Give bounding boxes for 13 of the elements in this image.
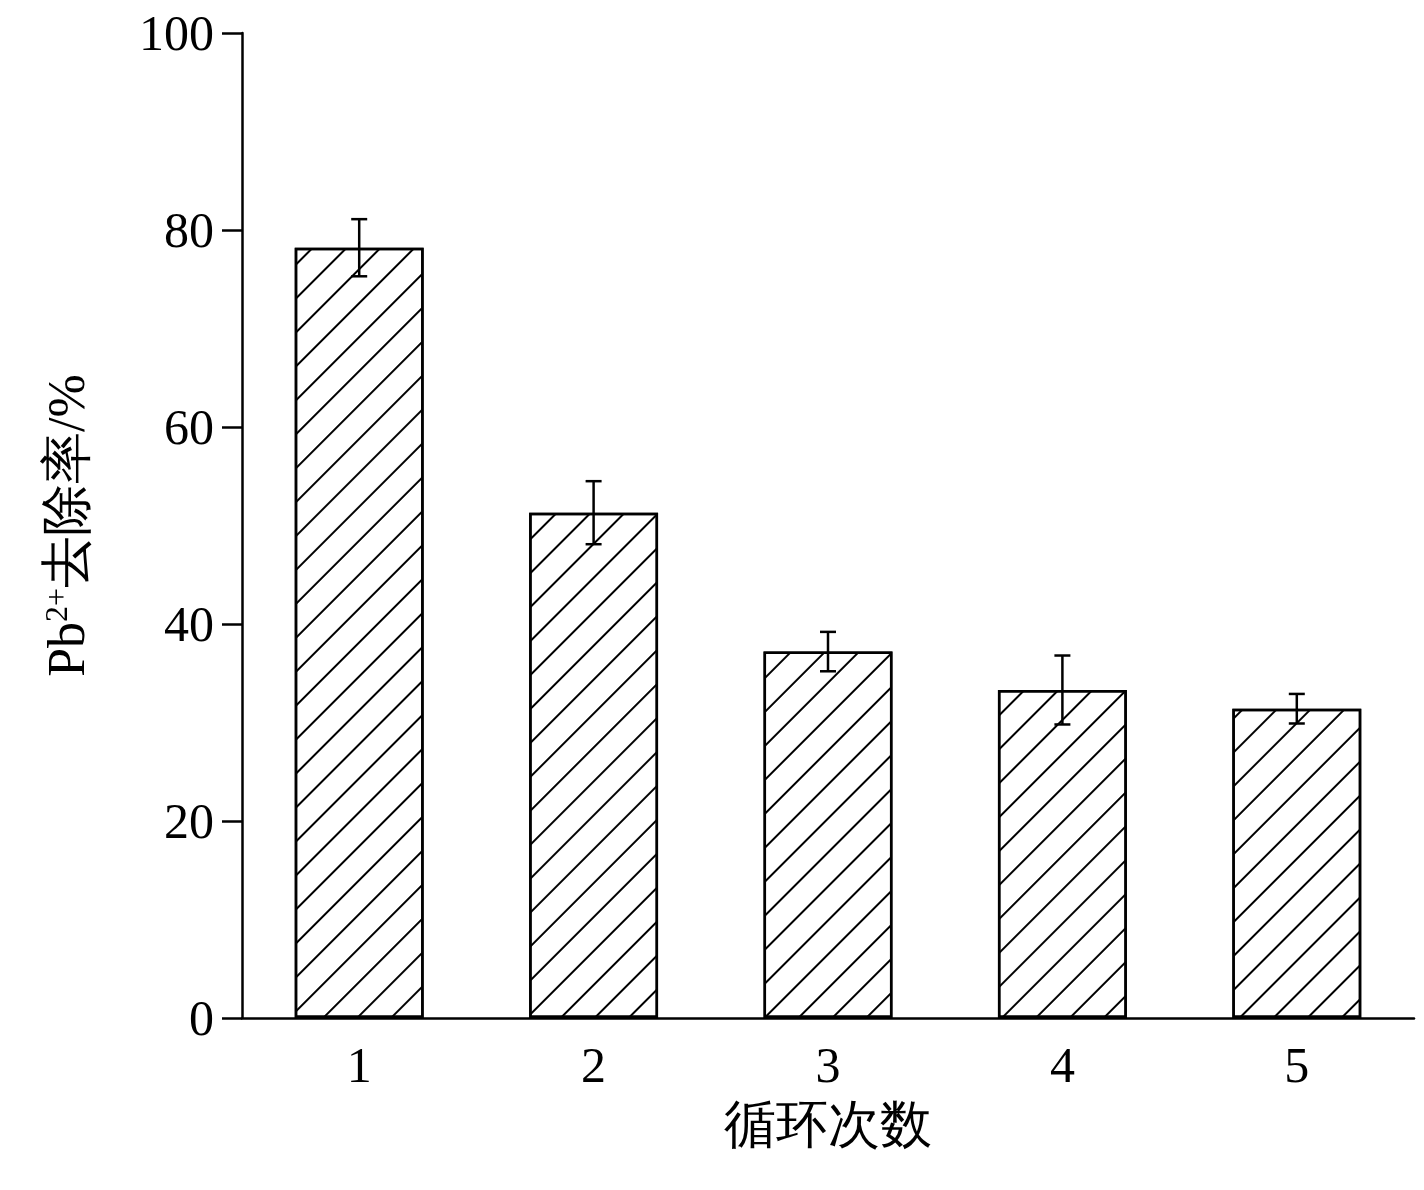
y-tick-label: 40 <box>164 596 214 652</box>
y-tick-label: 20 <box>164 793 214 849</box>
y-tick-label: 0 <box>189 990 214 1046</box>
x-tick-label: 2 <box>581 1037 607 1093</box>
x-tick-label: 5 <box>1284 1037 1310 1093</box>
x-tick-label: 4 <box>1049 1037 1075 1093</box>
y-tick-label: 80 <box>164 202 214 258</box>
y-tick-label: 100 <box>139 5 214 61</box>
x-axis-title: 循环次数 <box>724 1095 932 1153</box>
x-tick-label: 1 <box>346 1037 372 1093</box>
y-tick-label: 60 <box>164 399 214 455</box>
x-tick-label: 3 <box>815 1037 841 1093</box>
y-axis-title: Pb2+去除率/% <box>37 374 95 677</box>
